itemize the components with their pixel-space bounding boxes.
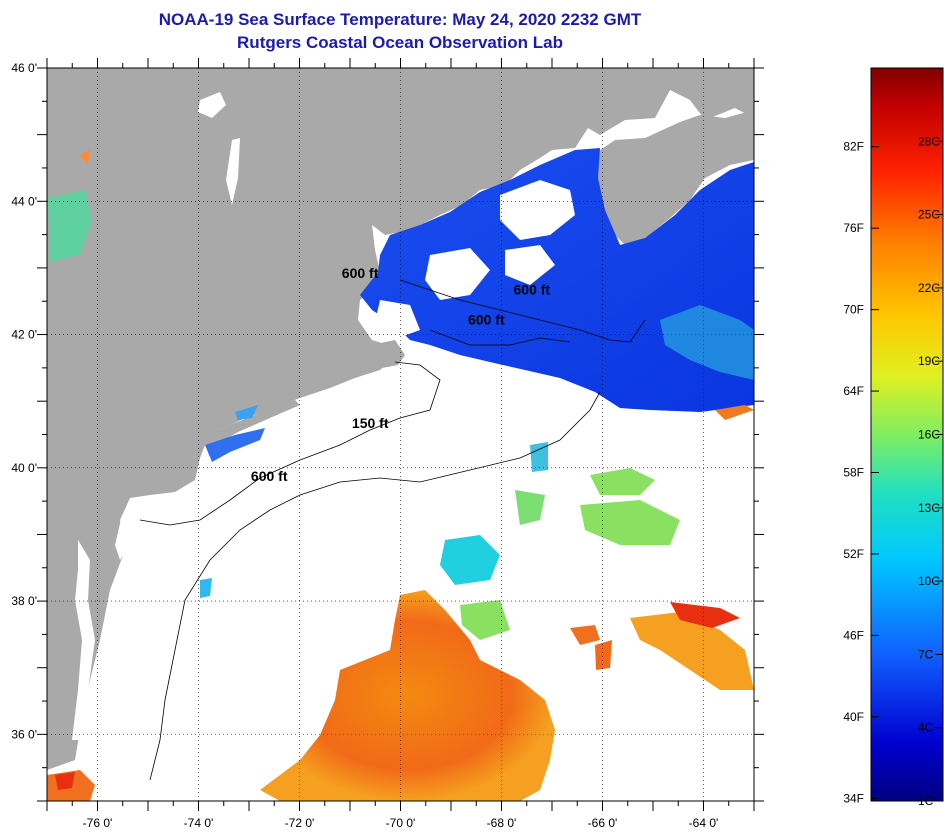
- sst-patch-cyan: [440, 535, 500, 585]
- lon-tick-label: -74 0': [184, 816, 214, 830]
- land-mass-mainland: [47, 68, 754, 770]
- colorbar-label-fahrenheit: 34F: [843, 791, 864, 805]
- warm-water-patch: [570, 625, 600, 645]
- isobath-label: 150 ft: [352, 415, 389, 431]
- colorbar-label-celsius: 1C: [918, 794, 934, 808]
- isobath-600ft-gulf: [429, 329, 571, 346]
- sst-patch-green: [515, 490, 545, 525]
- inland-lake: [198, 92, 226, 118]
- isobath-600ft: [149, 391, 601, 781]
- colorbar-label-celsius: 4C: [918, 721, 934, 735]
- sst-patch-cyan: [530, 442, 548, 472]
- colorbar-label-celsius: 22C: [918, 281, 940, 295]
- colorbar-label-fahrenheit: 70F: [843, 303, 864, 317]
- gulf-teal-plume: [660, 305, 754, 380]
- isobath-label: 600 ft: [514, 282, 551, 298]
- lon-tick-label: -64 0': [689, 816, 719, 830]
- coastal-water: [235, 405, 258, 420]
- colorbar-label-fahrenheit: 40F: [843, 710, 864, 724]
- colorbar: [870, 67, 944, 802]
- sst-patch-cyan: [200, 578, 212, 598]
- inland-lake: [48, 190, 92, 262]
- warm-water-patch: [630, 612, 754, 690]
- cloud-gap: [375, 300, 420, 338]
- colorbar-label-fahrenheit: 82F: [843, 140, 864, 154]
- colorbar-label-celsius: 10C: [918, 574, 940, 588]
- sst-patch-green: [580, 500, 680, 545]
- colorbar-label-fahrenheit: 76F: [843, 221, 864, 235]
- lon-tick-label: -66 0': [588, 816, 618, 830]
- land-mass-cape-cod: [372, 340, 405, 368]
- lon-tick-label: -72 0': [285, 816, 315, 830]
- land-mass-nova-scotia: [592, 110, 754, 248]
- sst-patch-green: [590, 468, 655, 495]
- lat-tick-label: 36 0': [11, 727, 37, 741]
- page-subtitle: Rutgers Coastal Ocean Observation Lab: [237, 33, 563, 52]
- warm-water-patch: [55, 772, 75, 790]
- cloud-gap: [500, 180, 575, 240]
- land-mass-long-island: [200, 400, 300, 448]
- colorbar-label-celsius: 7C: [918, 647, 934, 661]
- colorbar-label-fahrenheit: 46F: [843, 628, 864, 642]
- lon-tick-label: -68 0': [487, 816, 517, 830]
- isobath-600ft-gulf: [399, 279, 646, 343]
- colorbar-label-fahrenheit: 52F: [843, 547, 864, 561]
- cloud-gap: [505, 245, 555, 285]
- colorbar-label-celsius: 25C: [918, 208, 940, 222]
- warm-water-patch: [595, 640, 612, 670]
- isobath-label: 600 ft: [468, 312, 505, 328]
- chesapeake-bay: [72, 540, 95, 740]
- lon-tick-label: -76 0': [83, 816, 113, 830]
- cloud-gap: [425, 248, 490, 300]
- gulf-stream-warm-water: [260, 590, 555, 801]
- inland-lake: [80, 150, 90, 165]
- colorbar-label-celsius: 19C: [918, 354, 940, 368]
- page-title: NOAA-19 Sea Surface Temperature: May 24,…: [158, 10, 642, 29]
- lat-tick-label: 46 0': [11, 61, 37, 75]
- lon-tick-label: -70 0': [386, 816, 416, 830]
- lat-tick-label: 44 0': [11, 194, 37, 208]
- lat-tick-label: 40 0': [11, 461, 37, 475]
- sst-patch-green: [460, 600, 510, 640]
- gulf-of-maine-water: [360, 148, 754, 412]
- isobath-150ft: [139, 361, 441, 526]
- colorbar-label-celsius: 28C: [918, 134, 940, 148]
- isobath-label: 600 ft: [251, 468, 288, 484]
- warm-water-patch: [715, 405, 754, 420]
- colorbar-label-fahrenheit: 58F: [843, 466, 864, 480]
- lat-tick-label: 38 0': [11, 594, 37, 608]
- colorbar-label-celsius: 16C: [918, 428, 940, 442]
- inland-lake: [226, 138, 240, 205]
- colorbar-label-celsius: 13C: [918, 501, 940, 515]
- coastal-water: [205, 428, 265, 462]
- lat-tick-label: 42 0': [11, 328, 37, 342]
- colorbar-label-fahrenheit: 64F: [843, 384, 864, 398]
- warm-water-patch: [670, 602, 740, 628]
- delaware-bay: [115, 515, 132, 560]
- isobath-label: 600 ft: [342, 265, 379, 281]
